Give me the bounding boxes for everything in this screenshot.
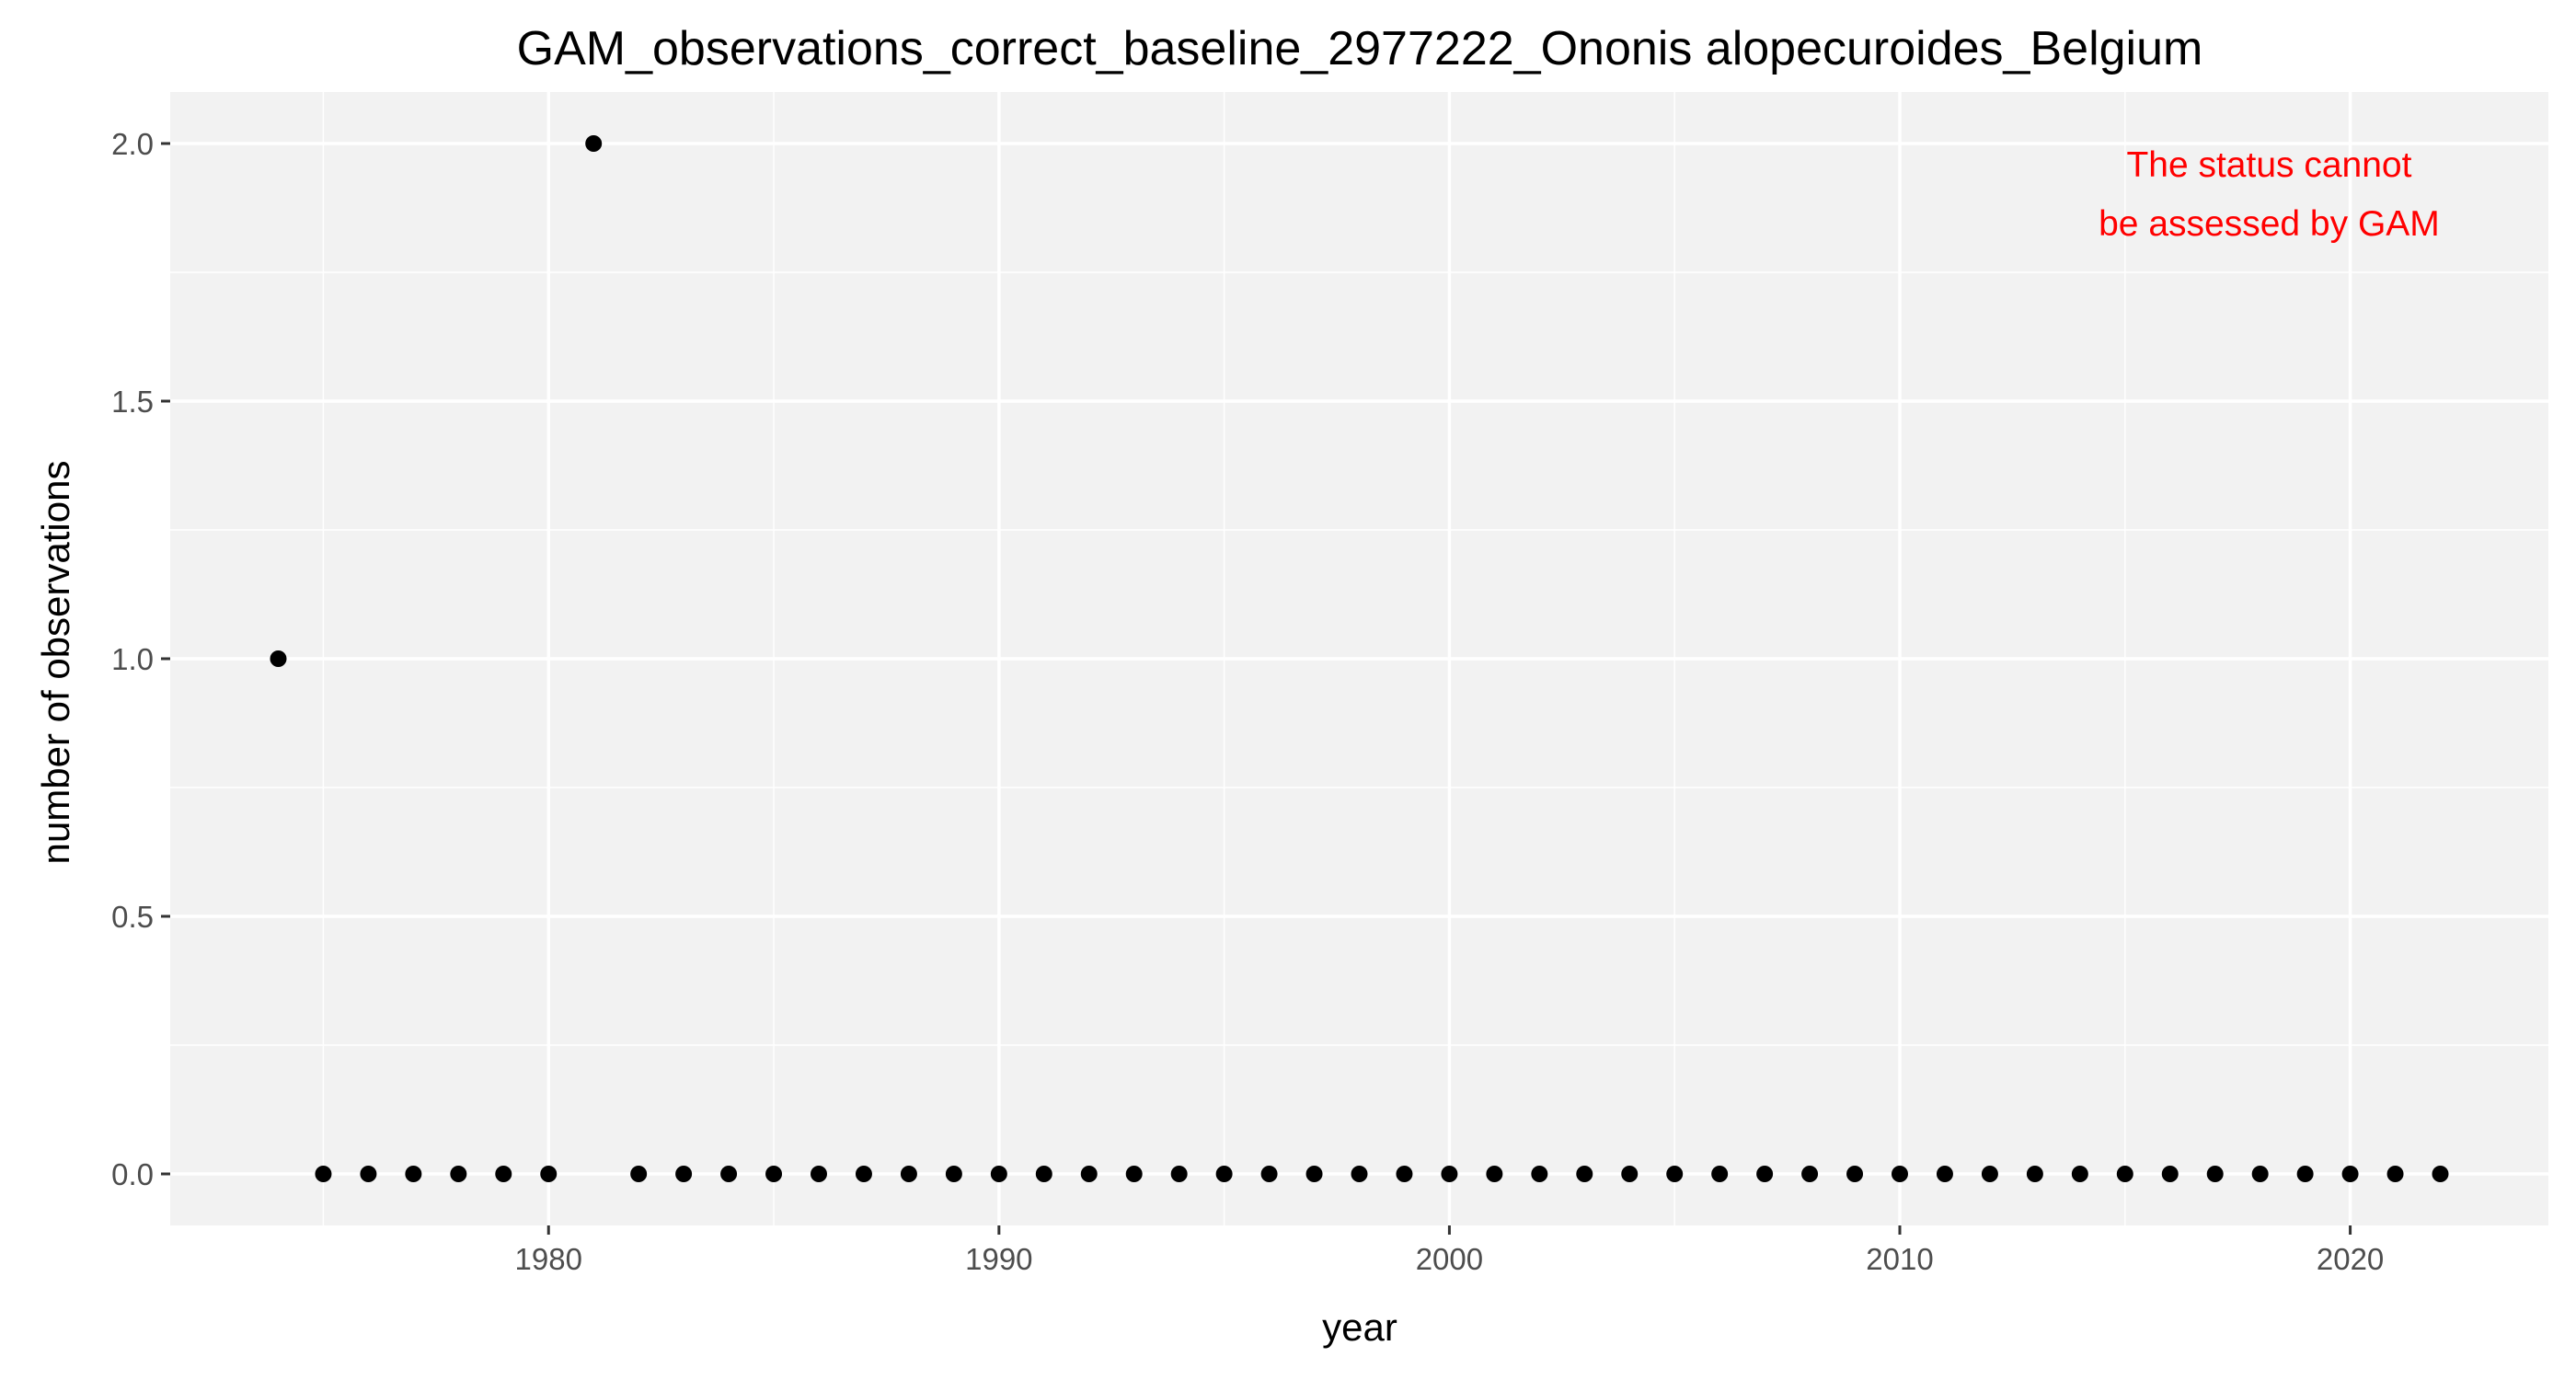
data-point [855,1166,872,1182]
x-tick-label: 2020 [2317,1242,2384,1276]
data-point [1846,1166,1864,1182]
data-points [270,135,2449,1182]
data-point [360,1166,377,1182]
x-tick-label: 2010 [1866,1242,1933,1276]
y-tick-label: 0.0 [111,1157,154,1191]
data-point [811,1166,827,1182]
data-point [1351,1166,1368,1182]
data-point [1756,1166,1774,1182]
y-axis-label: number of observations [34,461,77,865]
data-point [2071,1166,2088,1182]
data-point [1576,1166,1593,1182]
y-tick-label: 1.5 [111,385,154,419]
x-axis-label: year [1322,1305,1397,1349]
data-point [2432,1166,2449,1182]
data-point [450,1166,467,1182]
data-point [2161,1166,2179,1182]
data-point [1666,1166,1684,1182]
data-point [1125,1166,1143,1182]
data-point [585,135,603,152]
x-tick-label: 2000 [1416,1242,1483,1276]
data-point [1080,1166,1098,1182]
data-point [2386,1166,2404,1182]
data-point [1486,1166,1503,1182]
data-point [315,1166,332,1182]
chart-title: GAM_observations_correct_baseline_297722… [517,22,2203,75]
data-point [1260,1166,1278,1182]
x-tick-label: 1990 [965,1242,1032,1276]
data-point [1531,1166,1548,1182]
x-axis: 1980 1990 2000 2010 2020 [515,1225,2384,1276]
data-point [405,1166,422,1182]
data-point [1441,1166,1458,1182]
data-point [1621,1166,1639,1182]
data-point [1892,1166,1908,1182]
data-point [2116,1166,2133,1182]
y-tick-label: 2.0 [111,127,154,161]
data-point [2206,1166,2224,1182]
data-point [720,1166,738,1182]
data-point [1305,1166,1323,1182]
data-point [675,1166,693,1182]
data-point [2251,1166,2269,1182]
y-tick-label: 0.5 [111,900,154,934]
data-point [2341,1166,2359,1182]
data-point [1711,1166,1729,1182]
data-point [630,1166,648,1182]
data-point [2296,1166,2314,1182]
y-tick-label: 1.0 [111,642,154,676]
data-point [1801,1166,1819,1182]
y-axis: 0.0 0.5 1.0 1.5 2.0 [111,127,170,1191]
data-point [990,1166,1007,1182]
data-point [945,1166,962,1182]
data-point [1215,1166,1233,1182]
data-point [765,1166,783,1182]
data-point [1035,1166,1052,1182]
status-annotation: The status cannot be assessed by GAM [2099,145,2440,244]
x-tick-label: 1980 [515,1242,582,1276]
data-point [1170,1166,1188,1182]
data-point [270,650,287,667]
annotation-line: be assessed by GAM [2099,204,2440,244]
data-point [540,1166,558,1182]
annotation-line: The status cannot [2126,145,2411,185]
data-point [1936,1166,1953,1182]
data-point [900,1166,917,1182]
data-point [1981,1166,1998,1182]
data-point [495,1166,512,1182]
data-point [1396,1166,1413,1182]
data-point [2026,1166,2043,1182]
